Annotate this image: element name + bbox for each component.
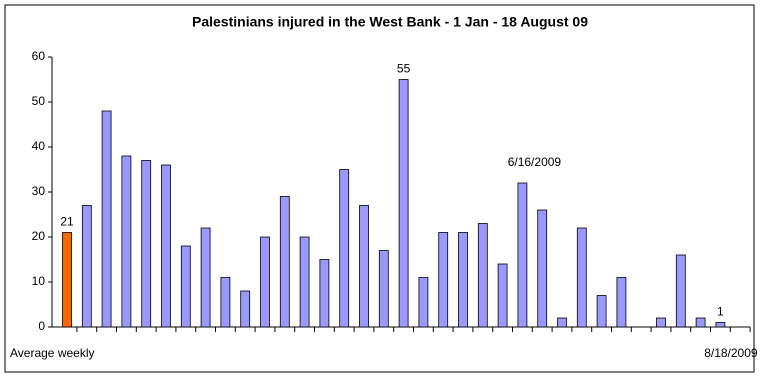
bar bbox=[497, 263, 508, 328]
y-tick-label: 50 bbox=[32, 94, 46, 108]
bar bbox=[576, 227, 587, 328]
bar bbox=[359, 205, 369, 328]
bar bbox=[695, 317, 706, 328]
bar bbox=[339, 169, 350, 328]
bar bbox=[200, 227, 211, 328]
bar bbox=[715, 322, 726, 328]
data-label: 1 bbox=[717, 305, 724, 319]
bar bbox=[180, 245, 191, 328]
bar bbox=[557, 317, 567, 328]
bar bbox=[438, 232, 449, 328]
data-label: 21 bbox=[60, 215, 74, 229]
bar bbox=[537, 209, 548, 328]
bar bbox=[656, 317, 666, 328]
y-tick-label: 30 bbox=[32, 184, 46, 198]
bar bbox=[378, 250, 389, 328]
annotation: 6/16/2009 bbox=[508, 155, 562, 169]
bar bbox=[477, 223, 488, 328]
y-tick-label: 60 bbox=[32, 49, 46, 63]
data-label: 55 bbox=[397, 62, 411, 76]
x-tick-label: 8/18/2009 bbox=[704, 346, 758, 360]
bar bbox=[141, 160, 152, 328]
bar bbox=[299, 236, 310, 328]
bar bbox=[616, 277, 627, 328]
bar bbox=[101, 110, 112, 328]
y-tick-label: 40 bbox=[32, 139, 46, 153]
bar bbox=[161, 164, 171, 328]
y-tick-label: 0 bbox=[38, 319, 45, 333]
y-tick-label: 20 bbox=[32, 229, 46, 243]
x-tick-label: Average weekly bbox=[10, 346, 95, 360]
y-tick-label: 10 bbox=[32, 274, 46, 288]
bar bbox=[675, 254, 686, 328]
bar bbox=[62, 232, 72, 328]
bar bbox=[458, 232, 468, 328]
bar bbox=[81, 205, 92, 328]
bar bbox=[517, 182, 528, 328]
bar bbox=[418, 277, 429, 328]
bar bbox=[260, 236, 270, 328]
chart-title: Palestinians injured in the West Bank - … bbox=[192, 14, 588, 30]
bar bbox=[220, 277, 231, 328]
bar bbox=[596, 295, 607, 328]
bar bbox=[279, 196, 290, 328]
bar bbox=[398, 79, 409, 328]
bar bbox=[121, 155, 132, 328]
bar bbox=[319, 259, 330, 328]
bar bbox=[240, 290, 251, 328]
